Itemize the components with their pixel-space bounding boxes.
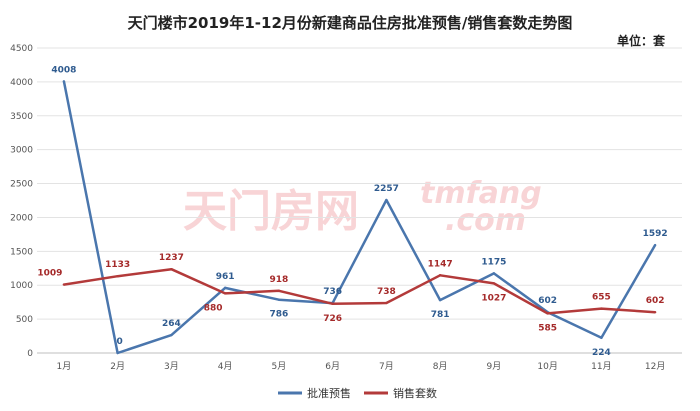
- legend-label: 批准预售: [307, 386, 351, 400]
- data-label: 738: [377, 287, 396, 297]
- x-tick-label: 10月: [537, 361, 557, 372]
- y-tick-label: 3500: [10, 112, 33, 122]
- series-line: [63, 267, 656, 315]
- data-label: 1009: [37, 269, 62, 279]
- watermark: 天门房网 tmfang .com: [183, 176, 542, 238]
- x-tick-label: 4月: [218, 361, 233, 372]
- chart-title: 天门楼市2019年1-12月份新建商品住房批准预售/销售套数走势图: [128, 14, 573, 32]
- y-tick-label: 3000: [10, 146, 33, 156]
- data-point: [116, 275, 119, 278]
- data-label: 781: [431, 310, 450, 320]
- x-tick-label: 1月: [57, 361, 72, 372]
- data-label: 1237: [159, 253, 184, 263]
- x-tick-label: 7月: [379, 361, 394, 372]
- series-lines: [62, 80, 657, 355]
- data-point: [385, 301, 388, 305]
- data-label: 786: [269, 310, 288, 320]
- legend-label: 销售套数: [393, 386, 437, 400]
- data-point: [438, 274, 442, 277]
- data-label: 880: [204, 303, 223, 313]
- data-label: 0: [116, 337, 122, 347]
- data-label: 224: [592, 348, 611, 358]
- data-point: [331, 302, 334, 305]
- data-label: 918: [269, 275, 288, 285]
- x-tick-label: 9月: [487, 361, 502, 372]
- y-tick-label: 2500: [10, 180, 33, 190]
- data-point: [170, 333, 173, 337]
- x-axis-ticks: 1月 2月 3月 4月 5月 6月 7月 8月 9月 10月 11月 12月: [57, 361, 666, 372]
- y-tick-label: 0: [27, 349, 33, 359]
- data-point: [223, 292, 227, 295]
- data-point: [62, 80, 66, 83]
- data-point: [492, 272, 496, 275]
- unit-label: 单位：套: [617, 33, 666, 48]
- x-tick-label: 12月: [645, 361, 665, 372]
- x-tick-label: 5月: [272, 361, 287, 372]
- data-label: 1133: [105, 260, 130, 270]
- data-point: [492, 282, 496, 285]
- y-tick-label: 1000: [10, 281, 33, 291]
- x-tick-label: 6月: [325, 361, 340, 372]
- data-label: 602: [646, 296, 665, 306]
- data-point: [653, 310, 657, 314]
- y-tick-label: 4500: [10, 44, 33, 54]
- data-labels: 4008 0 264 961 786 736 2257 781 1175 602 224 1592 10…: [37, 65, 667, 357]
- y-axis-ticks: 0 500 1000 1500 2000 2500 3000 3500 4000 4500: [10, 44, 33, 359]
- x-tick-label: 3月: [164, 361, 179, 372]
- data-point: [385, 198, 388, 202]
- data-point: [223, 286, 227, 290]
- watermark-en-top: tmfang: [420, 176, 542, 211]
- data-label: 585: [538, 323, 557, 333]
- y-tick-label: 1500: [10, 247, 33, 257]
- data-label: 1592: [643, 229, 668, 239]
- data-label: 961: [216, 272, 235, 282]
- data-label: 602: [538, 296, 557, 306]
- data-label: 2257: [374, 184, 399, 194]
- data-point: [116, 351, 119, 355]
- legend: 批准预售 销售套数: [278, 386, 437, 400]
- data-point: [600, 307, 603, 310]
- data-point: [600, 336, 603, 340]
- data-label: 726: [323, 314, 342, 324]
- data-point: [438, 298, 442, 302]
- y-tick-label: 500: [16, 315, 33, 325]
- x-tick-label: 8月: [433, 361, 448, 372]
- data-point: [170, 267, 173, 271]
- watermark-cn: 天门房网: [183, 186, 359, 237]
- series-line: [62, 81, 657, 355]
- data-point: [62, 283, 66, 286]
- data-point: [277, 298, 281, 301]
- data-label: 1175: [481, 257, 506, 267]
- data-label: 655: [592, 293, 611, 303]
- data-label: 4008: [51, 65, 76, 75]
- y-tick-label: 2000: [10, 213, 33, 223]
- gridlines: [37, 47, 682, 354]
- data-label: 1027: [481, 293, 506, 303]
- watermark-en-bottom: .com: [445, 203, 526, 238]
- data-point: [653, 243, 657, 247]
- x-tick-label: 11月: [591, 361, 611, 372]
- data-point: [277, 289, 281, 292]
- data-label: 1147: [428, 259, 453, 269]
- data-label: 264: [162, 319, 181, 329]
- data-point: [546, 312, 549, 315]
- x-tick-label: 2月: [110, 361, 125, 372]
- y-tick-label: 4000: [10, 78, 33, 88]
- data-label: 736: [323, 287, 342, 297]
